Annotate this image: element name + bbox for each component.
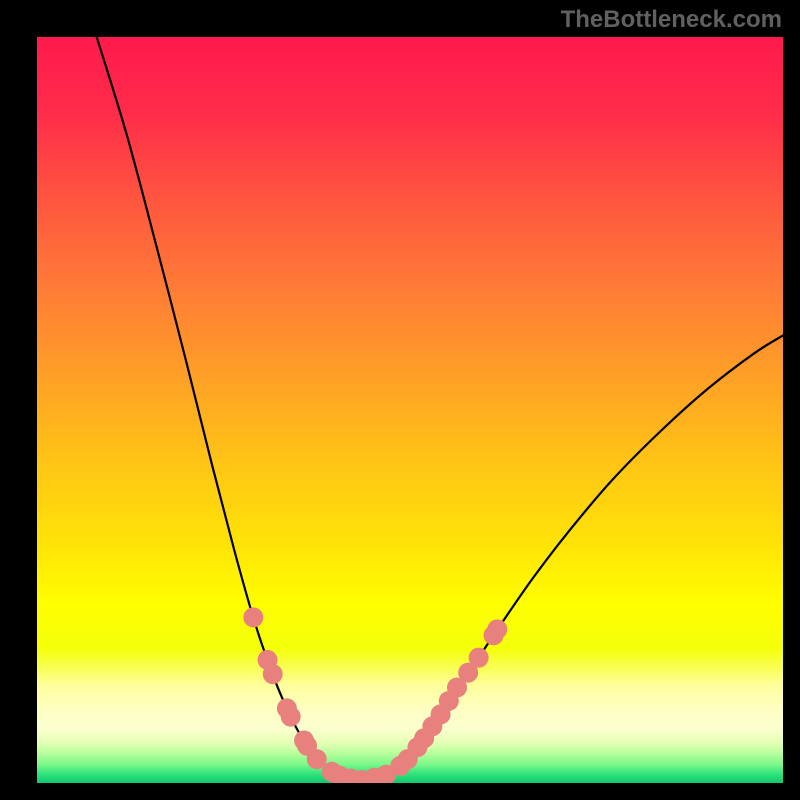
- chart-root: TheBottleneck.com: [0, 0, 800, 800]
- data-marker: [469, 648, 489, 668]
- data-marker: [281, 707, 301, 727]
- data-marker: [243, 607, 263, 627]
- data-marker: [487, 619, 507, 639]
- curve-layer: [37, 37, 783, 783]
- plot-area: [37, 37, 783, 783]
- bottleneck-curve-right: [359, 335, 783, 780]
- watermark-text: TheBottleneck.com: [561, 6, 782, 34]
- data-marker: [263, 664, 283, 684]
- bottleneck-curve-left: [97, 37, 360, 780]
